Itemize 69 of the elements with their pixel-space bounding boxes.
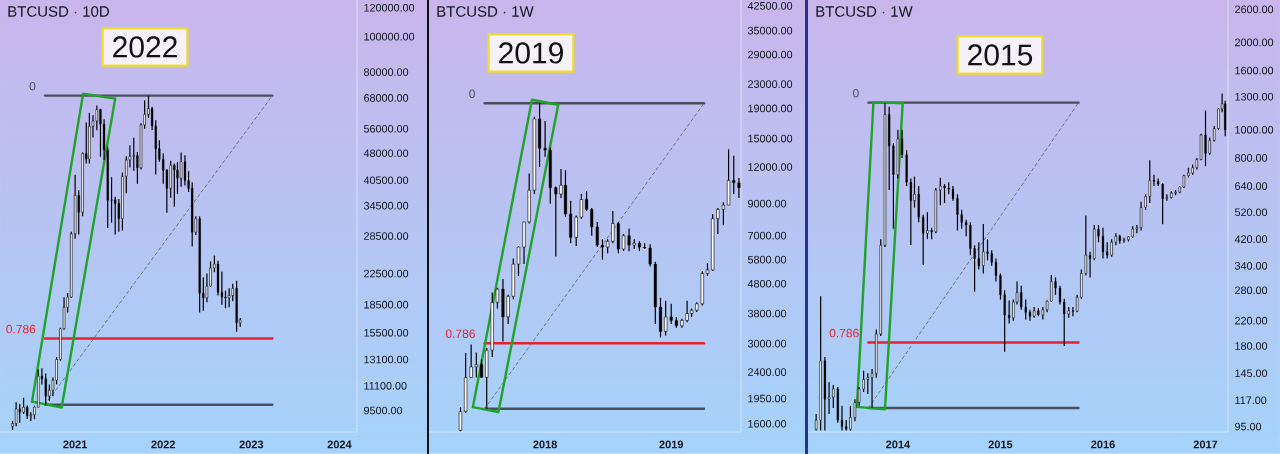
y-tick-label: 28500.00 <box>364 232 409 240</box>
chart-title: BTCUSD · 1W <box>437 6 534 17</box>
y-tick-label: 2400.00 <box>748 368 787 376</box>
series-label: 0 <box>469 89 475 98</box>
y-tick-label: 145.00 <box>1235 369 1268 378</box>
chart-title: BTCUSD · 1W <box>816 6 913 17</box>
x-tick-label: 2021 <box>63 440 88 449</box>
y-tick-label: 18500.00 <box>364 300 409 309</box>
y-tick-label: 23000.00 <box>748 80 793 88</box>
y-tick-label: 117.00 <box>1235 396 1267 405</box>
x-tick-label: 2023 <box>239 440 264 449</box>
series-label: 0.786 <box>445 329 475 339</box>
y-tick-label: 56000.00 <box>363 124 409 133</box>
y-tick-label: 520.00 <box>1234 208 1268 217</box>
y-tick-label: 5800.00 <box>747 255 787 264</box>
chart-title: BTCUSD · 10D <box>8 6 109 17</box>
y-tick-label: 15000.00 <box>748 134 793 143</box>
y-tick-label: 340.00 <box>1234 261 1268 270</box>
y-tick-label: 13100.00 <box>364 355 409 364</box>
y-tick-label: 220.00 <box>1235 316 1268 325</box>
x-tick-label: 2022 <box>151 440 176 449</box>
y-tick-label: 22500.00 <box>364 269 409 278</box>
y-tick-label: 19000.00 <box>748 104 793 113</box>
y-tick-label: 34500.00 <box>363 201 409 210</box>
y-tick-label: 1600.00 <box>1235 66 1274 75</box>
y-tick-label: 35000.00 <box>747 26 793 35</box>
annotation: 2015 <box>968 44 1033 66</box>
y-tick-label: 40500.00 <box>363 176 409 185</box>
y-tick-label: 100000.00 <box>364 32 415 41</box>
y-tick-label: 800.00 <box>1235 154 1268 162</box>
y-tick-label: 15500.00 <box>364 328 409 337</box>
y-tick-label: 1300.00 <box>1235 92 1274 101</box>
annotation: 2019 <box>499 42 563 64</box>
y-tick-label: 640.00 <box>1235 182 1268 190</box>
y-tick-label: 48000.00 <box>363 149 409 158</box>
y-tick-label: 9000.00 <box>748 199 787 208</box>
y-tick-label: 120000.00 <box>364 3 415 12</box>
y-tick-label: 11100.00 <box>364 381 407 390</box>
y-tick-label: 29000.00 <box>748 50 793 59</box>
x-tick-label: 2019 <box>659 440 684 449</box>
y-tick-label: 42500.00 <box>747 2 793 10</box>
x-tick-label: 2018 <box>533 440 557 449</box>
x-tick-label: 2017 <box>1193 440 1218 449</box>
x-tick-label: 2024 <box>327 440 352 449</box>
y-tick-label: 3800.00 <box>747 309 787 318</box>
series-label: 0.786 <box>829 328 859 338</box>
x-tick-label: 2016 <box>1091 440 1115 449</box>
y-tick-label: 12000.00 <box>748 163 793 171</box>
y-tick-label: 9500.00 <box>364 406 403 415</box>
y-tick-label: 1000.00 <box>1235 125 1274 134</box>
y-tick-label: 3000.00 <box>747 339 787 348</box>
series-label: 0 <box>853 88 859 98</box>
annotation: 2022 <box>113 36 177 58</box>
y-tick-label: 7000.00 <box>748 231 787 240</box>
y-tick-label: 2000.00 <box>1235 38 1274 47</box>
y-tick-label: 2600.00 <box>1235 5 1274 14</box>
y-tick-label: 1600.00 <box>748 419 787 428</box>
x-tick-label: 2014 <box>886 440 911 449</box>
y-tick-label: 280.00 <box>1235 286 1268 295</box>
series-label: 0.786 <box>6 324 36 334</box>
y-tick-label: 95.00 <box>1235 422 1262 431</box>
series-label: 0 <box>29 81 36 91</box>
y-tick-label: 420.00 <box>1234 235 1268 243</box>
y-tick-label: 80000.00 <box>364 68 409 76</box>
y-tick-label: 68000.00 <box>364 94 409 102</box>
y-tick-label: 180.00 <box>1235 342 1268 350</box>
y-tick-label: 1950.00 <box>748 394 787 403</box>
y-tick-label: 4800.00 <box>747 279 787 288</box>
x-tick-label: 2015 <box>988 440 1013 449</box>
